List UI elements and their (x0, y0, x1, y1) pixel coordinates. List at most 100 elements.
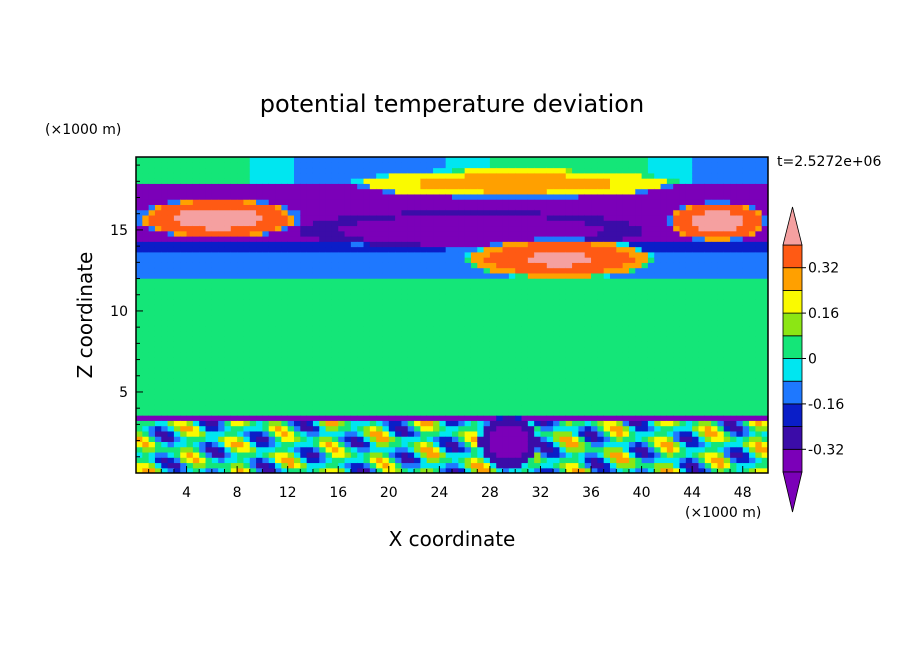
heatmap-cell (395, 230, 403, 237)
heatmap-cell (211, 388, 219, 395)
heatmap-cell (224, 462, 232, 469)
heatmap-cell (578, 399, 586, 406)
heatmap-cell (622, 441, 630, 448)
heatmap-cell (243, 214, 251, 221)
heatmap-cell (603, 462, 611, 469)
heatmap-cell (331, 183, 339, 190)
heatmap-cell (275, 204, 282, 211)
heatmap-cell (628, 267, 636, 274)
heatmap-cell (546, 388, 554, 395)
heatmap-cell (275, 462, 282, 469)
heatmap-cell (439, 467, 447, 473)
heatmap-cell (173, 320, 181, 327)
heatmap-cell (376, 251, 384, 258)
heatmap-cell (382, 378, 390, 385)
heatmap-cell (584, 251, 592, 258)
heatmap-cell (591, 288, 598, 295)
heatmap-cell (331, 415, 339, 421)
heatmap-cell (610, 241, 617, 248)
heatmap-cell (142, 457, 150, 464)
heatmap-cell (572, 378, 579, 385)
heatmap-cell (199, 404, 207, 411)
heatmap-cell (616, 293, 624, 300)
heatmap-cell (388, 367, 396, 374)
heatmap-cell (344, 257, 352, 263)
heatmap-cell (357, 225, 365, 232)
heatmap-cell (610, 214, 617, 221)
heatmap-cell (540, 341, 548, 348)
heatmap-cell (534, 299, 542, 306)
heatmap-cell (546, 199, 554, 205)
heatmap-cell (192, 420, 200, 427)
heatmap-cell (369, 204, 377, 211)
heatmap-cell (610, 451, 617, 458)
heatmap-cell (262, 267, 270, 274)
heatmap-cell (458, 288, 466, 295)
heatmap-cell (287, 462, 295, 469)
heatmap-cell (553, 425, 561, 432)
heatmap-cell (167, 278, 175, 284)
heatmap-cell (616, 267, 624, 274)
heatmap-cell (224, 383, 232, 390)
heatmap-cell (350, 162, 358, 169)
heatmap-cell (553, 299, 561, 306)
heatmap-cell (591, 336, 598, 342)
heatmap-cell (237, 193, 245, 200)
heatmap-cell (382, 199, 390, 205)
heatmap-cell (496, 304, 504, 311)
heatmap-cell (237, 288, 245, 295)
heatmap-cell (224, 204, 232, 211)
heatmap-cell (603, 157, 611, 163)
heatmap-cell (414, 178, 421, 184)
heatmap-cell (173, 283, 181, 290)
heatmap-cell (496, 330, 504, 337)
heatmap-cell (306, 351, 314, 358)
heatmap-cell (180, 415, 188, 421)
heatmap-cell (142, 293, 150, 300)
heatmap-cell (559, 172, 567, 179)
heatmap-cell (281, 220, 289, 227)
heatmap-cell (331, 246, 339, 253)
heatmap-cell (654, 236, 662, 242)
heatmap-cell (249, 220, 257, 227)
heatmap-cell (230, 157, 238, 163)
heatmap-cell (256, 446, 263, 453)
heatmap-cell (154, 383, 162, 390)
heatmap-cell (572, 199, 579, 205)
heatmap-cell (540, 436, 548, 442)
heatmap-cell (553, 309, 561, 316)
heatmap-cell (306, 372, 314, 379)
heatmap-cell (439, 404, 447, 411)
heatmap-cell (603, 304, 611, 311)
heatmap-cell (281, 267, 289, 274)
heatmap-cell (610, 172, 617, 179)
heatmap-cell (331, 320, 339, 327)
heatmap-cell (300, 409, 308, 416)
heatmap-cell (312, 251, 320, 258)
heatmap-cell (433, 325, 440, 332)
heatmap-cell (654, 230, 662, 237)
heatmap-cell (591, 204, 598, 211)
heatmap-cell (287, 378, 295, 385)
heatmap-cell (287, 241, 295, 248)
heatmap-cell (553, 430, 561, 437)
heatmap-cell (281, 246, 289, 253)
heatmap-cell (521, 320, 529, 327)
heatmap-cell (591, 325, 598, 332)
heatmap-cell (521, 230, 529, 237)
heatmap-cell (565, 272, 573, 279)
heatmap-cell (173, 467, 181, 473)
heatmap-cell (154, 415, 162, 421)
heatmap-cell (654, 336, 662, 342)
heatmap-cell (654, 425, 662, 432)
heatmap-cell (331, 304, 339, 311)
heatmap-cell (268, 346, 276, 353)
heatmap-cell (180, 220, 188, 227)
heatmap-cell (420, 404, 428, 411)
heatmap-cell (294, 315, 301, 321)
heatmap-cell (452, 283, 459, 290)
heatmap-cell (154, 272, 162, 279)
heatmap-cell (628, 309, 636, 316)
heatmap-cell (230, 236, 238, 242)
heatmap-cell (502, 257, 510, 263)
